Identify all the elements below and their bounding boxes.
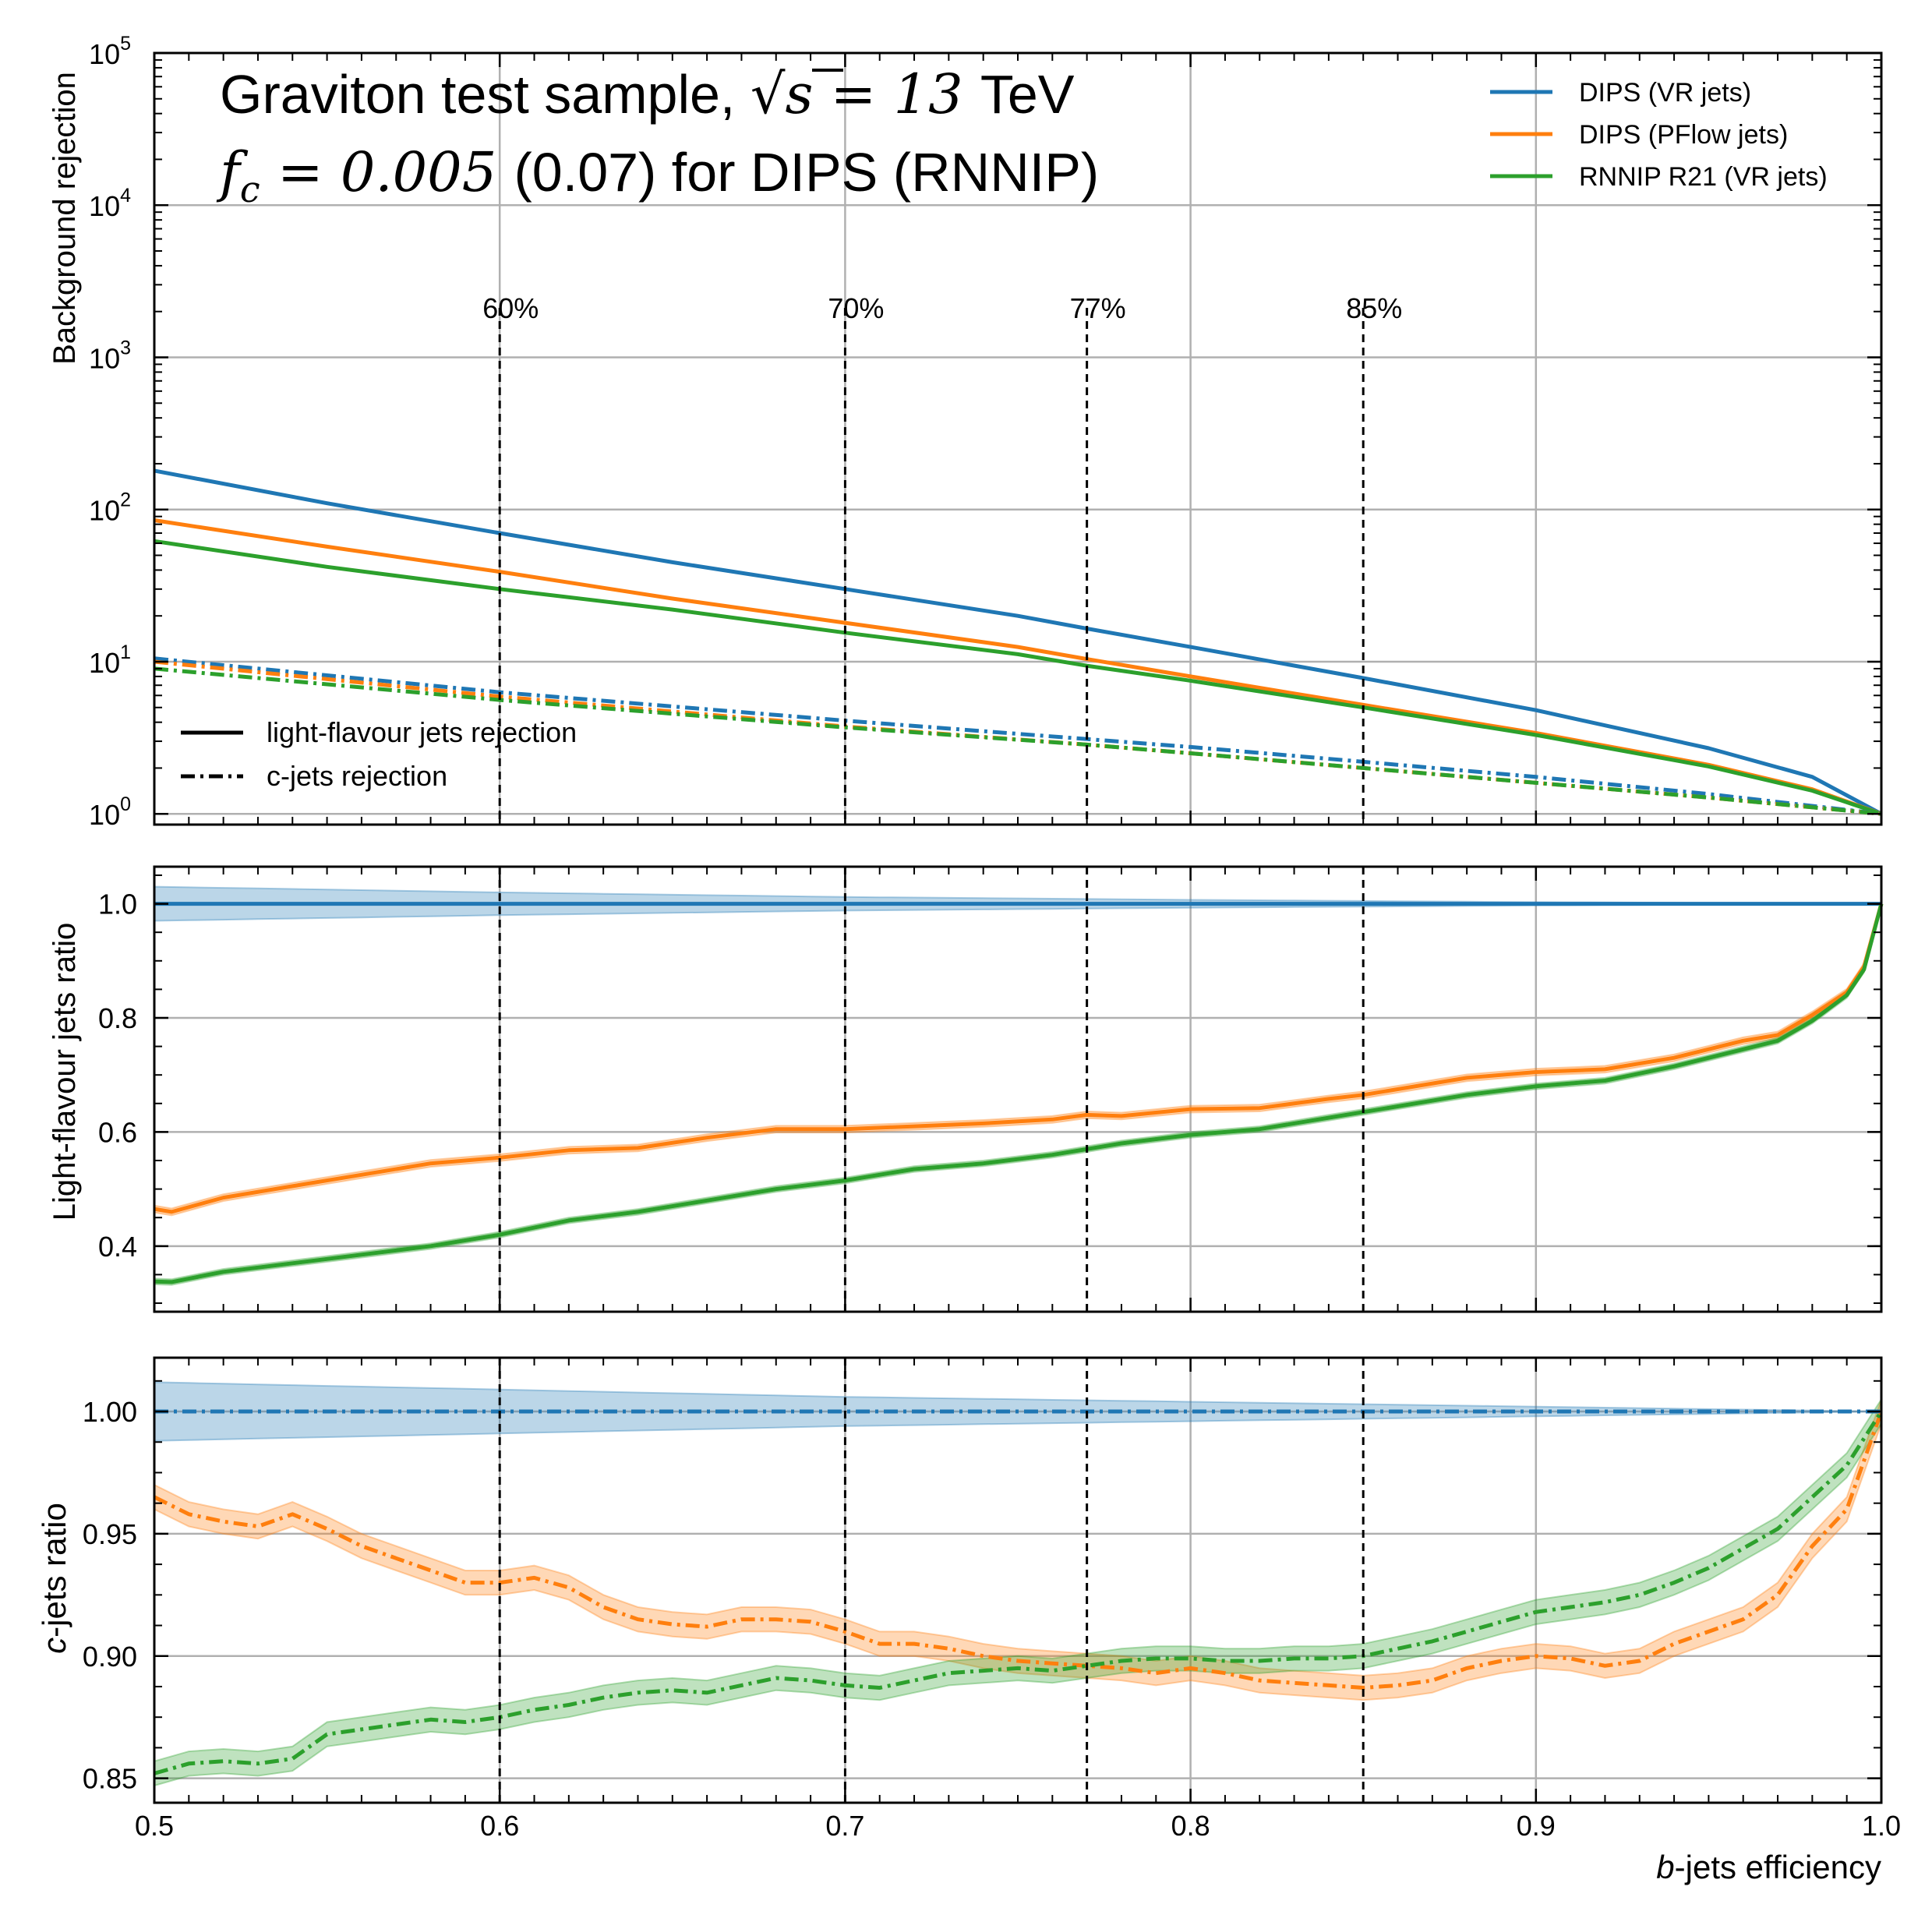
legend-styles: light-flavour jets rejection c-jets reje… <box>181 716 577 792</box>
panel-frame <box>153 51 1883 826</box>
y-axis-label-top: Background rejection <box>48 72 82 365</box>
y-tick-label: 101 <box>89 641 131 679</box>
working-point-label: 85% <box>1346 292 1402 324</box>
working-point-label: 77% <box>1070 292 1126 324</box>
y-tick-label: 1.0 <box>98 889 137 920</box>
x-tick-label: 0.6 <box>480 1810 519 1842</box>
y-tick-label: 0.8 <box>98 1002 137 1034</box>
series-line <box>154 656 1882 816</box>
panel-frame <box>153 1356 1883 1804</box>
y-tick-label: 104 <box>89 185 131 222</box>
y-tick-label: 0.6 <box>98 1116 137 1148</box>
uncertainty-band <box>154 1398 1882 1701</box>
working-point-label: 70% <box>828 292 884 324</box>
y-tick-label: 1.00 <box>83 1396 137 1428</box>
grid-layer <box>153 51 1883 1803</box>
y-axis-label-middle: Light-flavour jets ratio <box>48 923 82 1221</box>
x-tick-label: 0.8 <box>1171 1810 1210 1842</box>
band-layer <box>154 885 1882 1787</box>
legend-label-rnnip: RNNIP R21 (VR jets) <box>1579 162 1828 192</box>
legend-label-dips-pflow: DIPS (PFlow jets) <box>1579 120 1788 150</box>
x-tick-label: 0.5 <box>135 1810 174 1842</box>
y-tick-label: 103 <box>89 337 131 374</box>
series-line <box>154 666 1882 816</box>
y-tick-label: 0.85 <box>83 1763 137 1795</box>
legend-label-c-rejection: c-jets rejection <box>267 760 447 792</box>
series-layer <box>153 468 1884 1775</box>
axes-layer: 100 101 102 103 104 105 0.4 0.6 0.8 1.0 0.85 0.90 0.… <box>83 33 1901 1842</box>
legend-label-dips-vr: DIPS (VR jets) <box>1579 78 1751 108</box>
y-tick-label: 0.95 <box>83 1518 137 1550</box>
y-tick-label: 100 <box>89 793 131 831</box>
series-line <box>153 1411 1884 1690</box>
series-line <box>154 1410 1884 1775</box>
legend-series: DIPS (VR jets) DIPS (PFlow jets) RNNIP R… <box>1490 78 1828 192</box>
y-axis-label-bottom: c-jets ratio <box>36 1503 72 1654</box>
uncertainty-band <box>154 900 1882 1286</box>
x-tick-label: 0.7 <box>825 1810 864 1842</box>
x-tick-label: 1.0 <box>1862 1810 1901 1842</box>
x-tick-label: 0.9 <box>1517 1810 1556 1842</box>
chart-title-line1: Graviton test sample, √s = 13 TeV <box>220 62 1075 126</box>
series-line <box>154 903 1884 1284</box>
chart-title-line2: fc = 0.005 (0.07) for DIPS (RNNIP) <box>216 140 1099 210</box>
uncertainty-band <box>154 1396 1882 1787</box>
panel-frame <box>153 865 1883 1313</box>
y-tick-label: 105 <box>89 33 131 70</box>
y-tick-label: 102 <box>89 489 131 527</box>
working-point-label: 60% <box>482 292 539 324</box>
series-line <box>154 903 1884 1214</box>
working-point-layer: 60% 70% 77% 85% <box>482 292 1402 1803</box>
y-tick-label: 0.90 <box>83 1641 137 1673</box>
y-tick-label: 0.4 <box>98 1231 137 1263</box>
x-axis-label: b-jets efficiency <box>1656 1849 1881 1885</box>
legend-label-light-rejection: light-flavour jets rejection <box>267 716 577 748</box>
